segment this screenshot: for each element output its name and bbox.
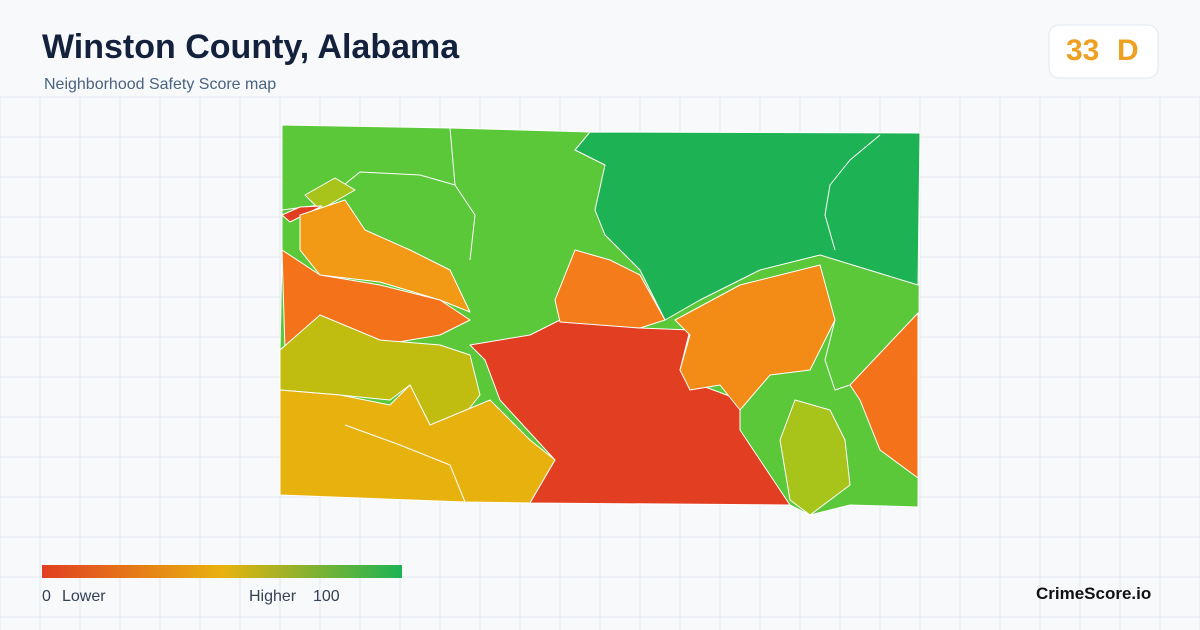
- region: [849, 312, 919, 479]
- legend-gradient: [42, 565, 402, 578]
- legend-max: 100: [313, 588, 340, 605]
- legend-low: Lower: [62, 588, 106, 605]
- regions: [279, 124, 921, 516]
- region: [304, 177, 356, 211]
- legend-min: 0: [42, 588, 51, 605]
- region: [554, 249, 666, 329]
- title: Winston County, Alabama: [42, 28, 460, 66]
- legend-high: Higher: [249, 588, 297, 605]
- region-border: [824, 319, 851, 391]
- brand: CrimeScore.io: [1036, 584, 1152, 603]
- region: [279, 384, 556, 504]
- region: [779, 399, 851, 516]
- grade: D: [1117, 34, 1139, 67]
- region: [299, 199, 471, 313]
- score-badge: [1048, 24, 1159, 79]
- region-border: [281, 171, 456, 211]
- region-border: [449, 127, 476, 261]
- score: 33: [1066, 34, 1100, 67]
- region-border: [824, 134, 881, 251]
- region: [674, 264, 836, 411]
- region-border: [344, 424, 466, 503]
- subtitle: Neighborhood Safety Score map: [44, 76, 277, 93]
